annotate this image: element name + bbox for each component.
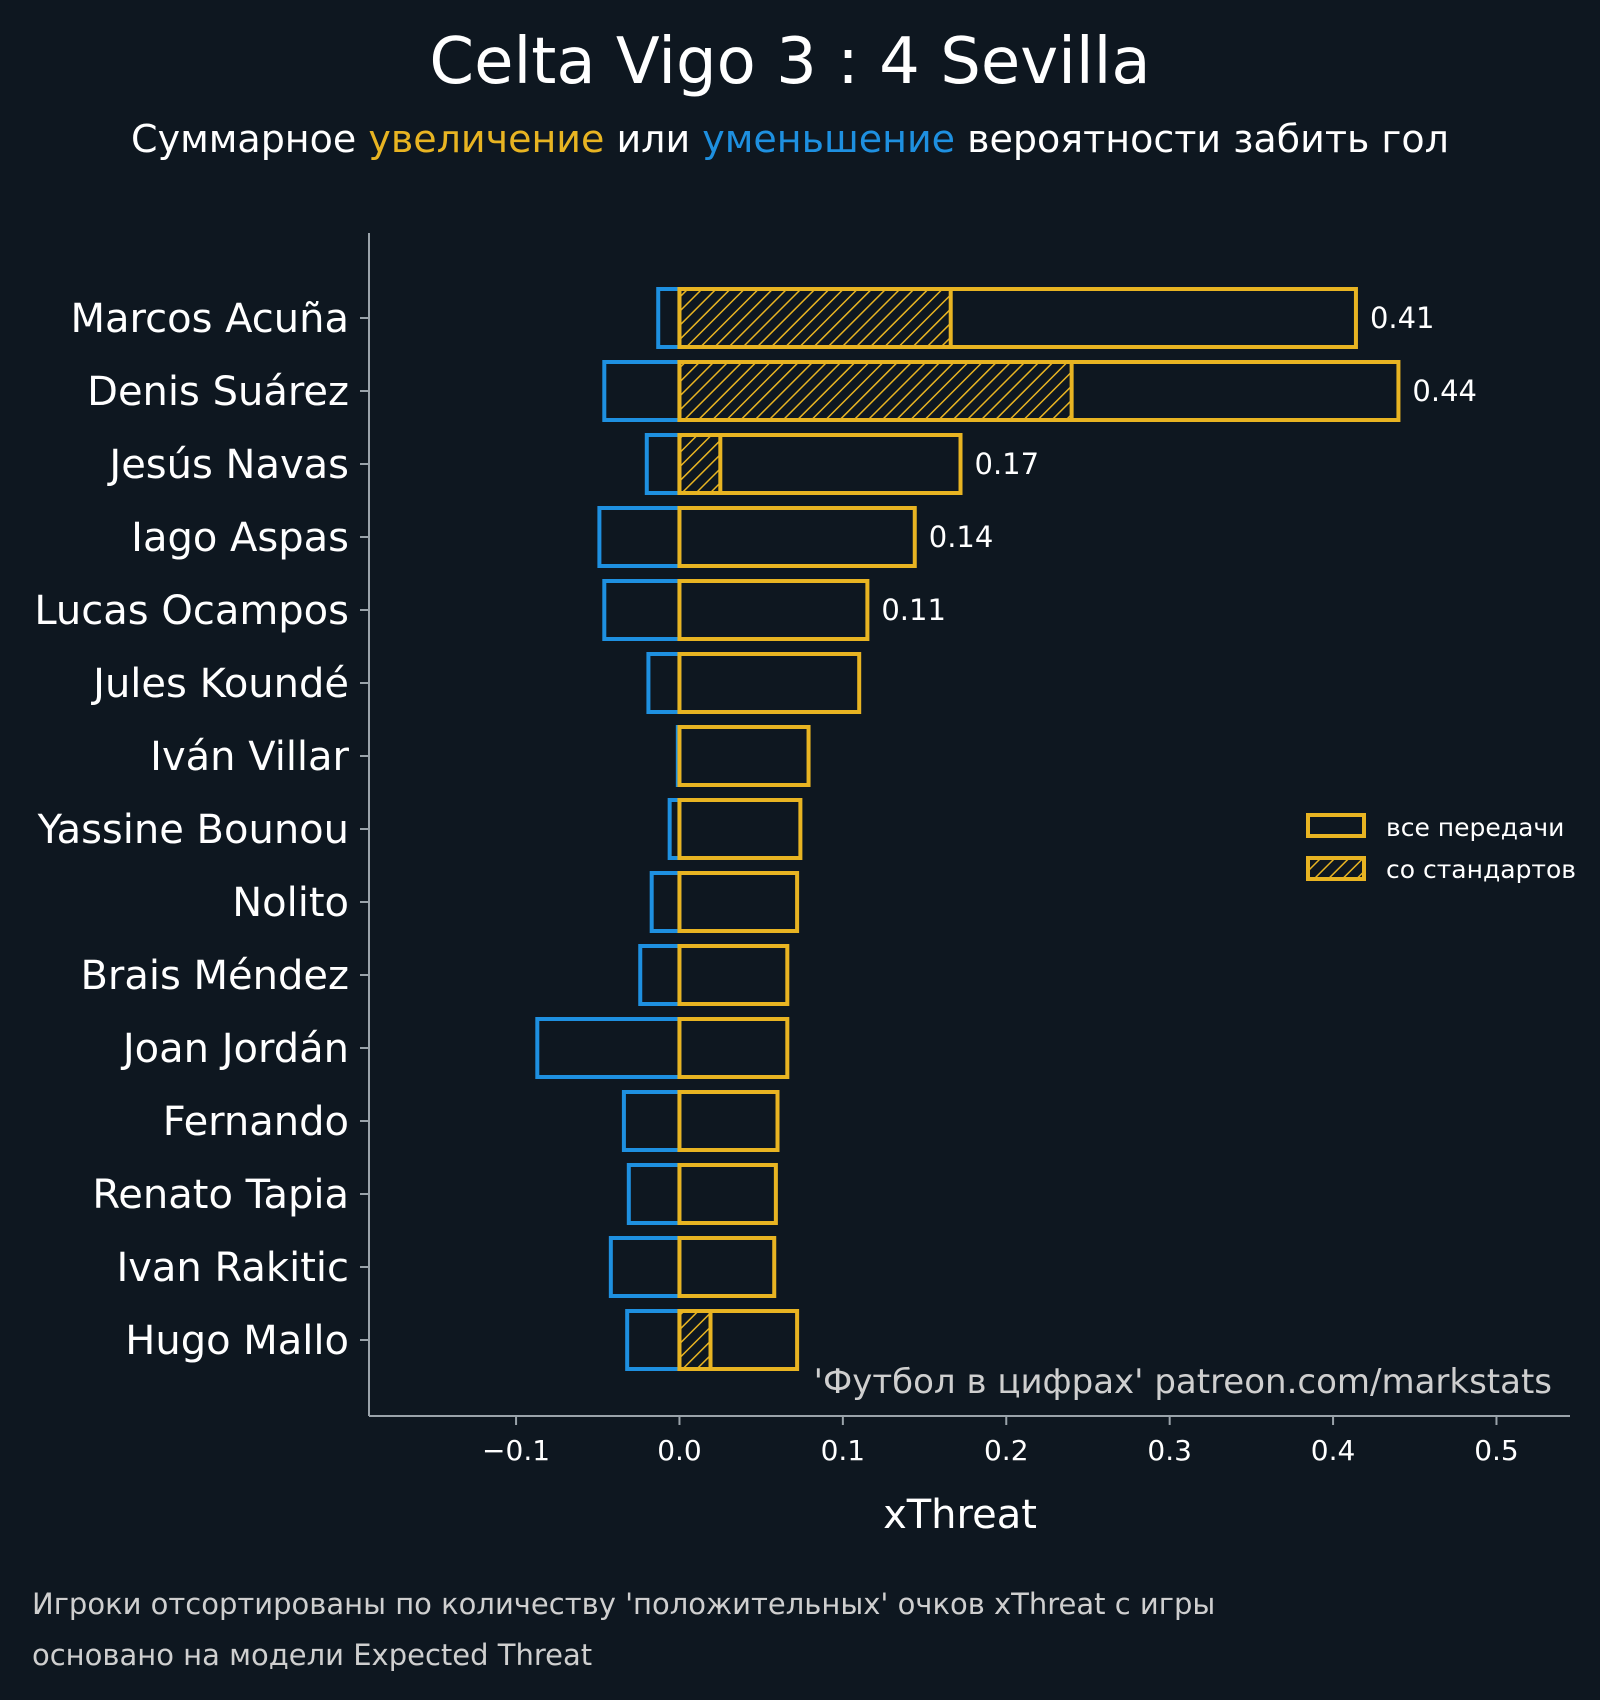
- bar-value-label: 0.17: [975, 447, 1040, 481]
- legend: все передачи со стандартов: [1306, 813, 1576, 884]
- x-tick-label: 0.1: [821, 1434, 866, 1467]
- x-tick-label: 0.0: [657, 1434, 702, 1467]
- bar-all-passes: [677, 1090, 780, 1152]
- y-tick-label: Yassine Bounou: [37, 807, 349, 853]
- bar-all-passes: [677, 1163, 778, 1225]
- bar-set-pieces: [677, 1309, 713, 1371]
- y-tick-label: Renato Tapia: [92, 1172, 349, 1218]
- bar-negative: [649, 871, 682, 933]
- bar-negative: [621, 1090, 682, 1152]
- bar-value-label: 0.11: [881, 593, 946, 627]
- y-tick-label: Brais Méndez: [80, 953, 349, 999]
- bar-value-label: 0.14: [929, 520, 994, 554]
- y-tick-label: Nolito: [232, 880, 349, 926]
- bar-negative: [602, 579, 682, 641]
- x-tick-label: 0.2: [984, 1434, 1029, 1467]
- bar-value-label: 0.44: [1412, 374, 1477, 408]
- bar-all-passes: [677, 1017, 790, 1079]
- x-axis-ticks: −0.1 0.0 0.1 0.2 0.3 0.4 0.5: [482, 1416, 1519, 1467]
- bar-all-passes: [677, 652, 862, 714]
- footnote-line-1: Игроки отсортированы по количеству 'поло…: [32, 1587, 1215, 1621]
- x-tick-label: 0.4: [1311, 1434, 1356, 1467]
- x-tick-label: 0.3: [1147, 1434, 1192, 1467]
- legend-label-all-passes: все передачи: [1386, 813, 1564, 842]
- bar-negative: [626, 1163, 682, 1225]
- bar-all-passes: [677, 1236, 777, 1298]
- chart-subtitle: Суммарное увеличение или уменьшение веро…: [131, 117, 1449, 161]
- watermark: 'Футбол в цифрах' patreon.com/markstats: [814, 1362, 1552, 1402]
- y-tick-label: Joan Jordán: [120, 1026, 349, 1072]
- legend-label-set-pieces: со стандартов: [1386, 855, 1576, 884]
- subtitle-pre: Суммарное: [131, 117, 368, 161]
- bar-set-pieces: [677, 433, 723, 495]
- bars-layer: 0.41 0.44 0.17 0.14 0.11: [535, 287, 1477, 1371]
- bar-set-pieces: [677, 360, 1074, 422]
- y-tick-label: Lucas Ocampos: [34, 588, 349, 634]
- bar-negative: [644, 433, 682, 495]
- y-tick-label: Iago Aspas: [131, 515, 349, 561]
- bar-all-passes: [677, 506, 917, 568]
- y-tick-label: Denis Suárez: [87, 369, 349, 415]
- bar-negative: [608, 1236, 682, 1298]
- bar-all-passes: [677, 579, 870, 641]
- y-tick-label: Iván Villar: [150, 734, 349, 780]
- subtitle-post: вероятности забить гол: [955, 117, 1449, 161]
- subtitle-decrease: уменьшение: [702, 117, 955, 161]
- y-axis-labels: Marcos Acuña Denis Suárez Jesús Navas Iago …: [34, 296, 369, 1364]
- bar-negative: [597, 506, 682, 568]
- bar-set-pieces: [677, 287, 953, 349]
- x-axis-label: xThreat: [883, 1492, 1037, 1538]
- y-tick-label: Hugo Mallo: [125, 1318, 349, 1364]
- bar-negative: [602, 360, 682, 422]
- subtitle-increase: увеличение: [368, 117, 604, 161]
- bar-value-label: 0.41: [1370, 301, 1435, 335]
- legend-swatch-set-pieces: [1306, 856, 1366, 881]
- bar-all-passes: [677, 871, 800, 933]
- bar-all-passes: [677, 798, 803, 860]
- x-tick-label: −0.1: [482, 1434, 550, 1467]
- x-tick-label: 0.5: [1474, 1434, 1519, 1467]
- y-tick-label: Jesús Navas: [106, 442, 349, 488]
- bar-negative: [646, 652, 682, 714]
- chart-title: Celta Vigo 3 : 4 Sevilla: [429, 25, 1150, 99]
- y-tick-label: Jules Koundé: [90, 661, 349, 707]
- bar-negative: [638, 944, 682, 1006]
- bar-all-passes: [677, 725, 811, 787]
- bar-negative: [656, 287, 682, 349]
- bar-all-passes: [677, 944, 790, 1006]
- y-tick-label: Fernando: [163, 1099, 349, 1145]
- bar-negative: [625, 1309, 682, 1371]
- y-tick-label: Marcos Acuña: [71, 296, 349, 342]
- legend-swatch-all-passes: [1306, 813, 1366, 838]
- footnote-line-2: основано на модели Expected Threat: [32, 1638, 592, 1672]
- bar-negative: [535, 1017, 682, 1079]
- y-tick-label: Ivan Rakitic: [116, 1245, 349, 1291]
- subtitle-mid: или: [604, 117, 702, 161]
